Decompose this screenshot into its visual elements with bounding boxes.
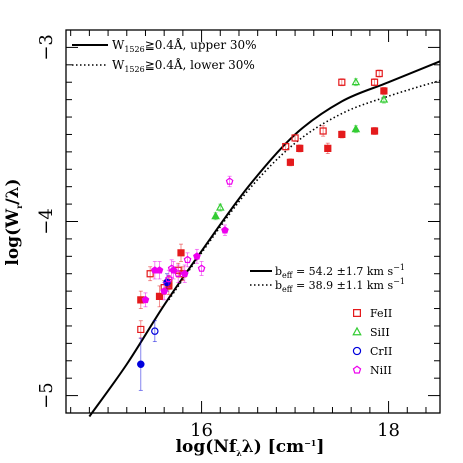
- data-point-niii: [225, 177, 234, 185]
- series-siii-filled: [211, 124, 361, 221]
- beff-label-dotted: beff = 38.9 ±1.1 km s−1: [275, 277, 405, 294]
- beff-label-solid: beff = 54.2 ±1.7 km s−1: [275, 263, 405, 280]
- data-point-siii: [215, 202, 225, 211]
- data-point-feii: [370, 127, 379, 135]
- ion-legend-marker-siii: [352, 326, 362, 336]
- data-point-niii: [180, 269, 189, 277]
- y-tick-label: −5: [36, 382, 57, 409]
- data-point-feii: [338, 130, 346, 139]
- y-tick-labels: −3 −4 −5: [36, 34, 57, 409]
- data-point-feii: [296, 144, 304, 152]
- x-axis-label: log(Nfλλ) [cm−1]: [176, 437, 325, 458]
- data-point-niii: [155, 266, 164, 274]
- legend-label-dotted: W1526≧0.4Å, lower 30%: [112, 57, 255, 74]
- data-point-siii: [351, 77, 361, 86]
- data-point-feii: [370, 78, 379, 86]
- data-point-niii: [221, 226, 229, 234]
- y-tick-label: −4: [36, 208, 57, 235]
- data-point-niii: [197, 264, 206, 272]
- ion-legend-label-crii: CrII: [370, 345, 392, 358]
- series-niii-filled: [141, 224, 229, 308]
- x-tick-label: 18: [377, 420, 400, 441]
- data-point-feii: [282, 143, 290, 151]
- model-curves: [88, 60, 441, 418]
- data-point-siii: [379, 94, 389, 103]
- ion-legend-label-siii: SiII: [370, 326, 390, 339]
- series-feii-open: [137, 69, 383, 339]
- ion-legend-marker-niii: [352, 365, 362, 374]
- data-point-feii: [338, 78, 346, 86]
- data-point-feii: [324, 144, 332, 152]
- data-point-feii: [146, 270, 154, 278]
- y-axis-label: log(Wr/λ): [3, 178, 24, 265]
- legend-label-solid: W1526≧0.4Å, upper 30%: [112, 37, 257, 54]
- series-feii-filled: [137, 87, 388, 309]
- y-tick-label: −3: [36, 34, 57, 61]
- data-point-feii: [155, 292, 164, 300]
- data-point-siii: [351, 124, 361, 133]
- series-crii-filled: [137, 273, 171, 391]
- data-point-crii: [137, 360, 145, 369]
- data-points: [137, 69, 389, 391]
- ion-legend-label-feii: FeII: [370, 307, 392, 320]
- curve-legend: W1526≧0.4Å, upper 30% W1526≧0.4Å, lower 3…: [72, 37, 257, 74]
- series-crii-open: [151, 320, 159, 343]
- series-siii-open: [215, 77, 389, 212]
- x-tick-label: 16: [190, 420, 213, 441]
- curve-lower: [168, 79, 441, 301]
- curve-upper: [88, 60, 441, 418]
- data-point-feii: [177, 249, 185, 257]
- data-point-niii: [169, 266, 178, 274]
- data-point-crii: [151, 327, 159, 335]
- ion-legend-marker-crii: [352, 346, 362, 356]
- ion-legend-marker-feii: [353, 309, 361, 317]
- data-point-feii: [319, 127, 327, 135]
- data-point-niii: [193, 252, 201, 260]
- data-point-feii: [286, 158, 294, 166]
- axis-ticks: [66, 29, 440, 414]
- data-point-siii: [211, 211, 220, 220]
- data-point-niii: [160, 287, 169, 295]
- data-point-niii: [141, 295, 150, 304]
- ion-legend-label-niii: NiII: [370, 364, 392, 377]
- data-point-niii: [183, 255, 192, 264]
- data-point-feii: [137, 325, 145, 334]
- data-point-feii: [380, 87, 388, 95]
- x-tick-labels: 16 18: [190, 420, 400, 441]
- ion-legend: FeII SiII CrII NiII: [352, 307, 392, 377]
- data-point-feii: [375, 69, 383, 78]
- data-point-feii: [291, 134, 299, 142]
- series-niii-open: [165, 175, 234, 289]
